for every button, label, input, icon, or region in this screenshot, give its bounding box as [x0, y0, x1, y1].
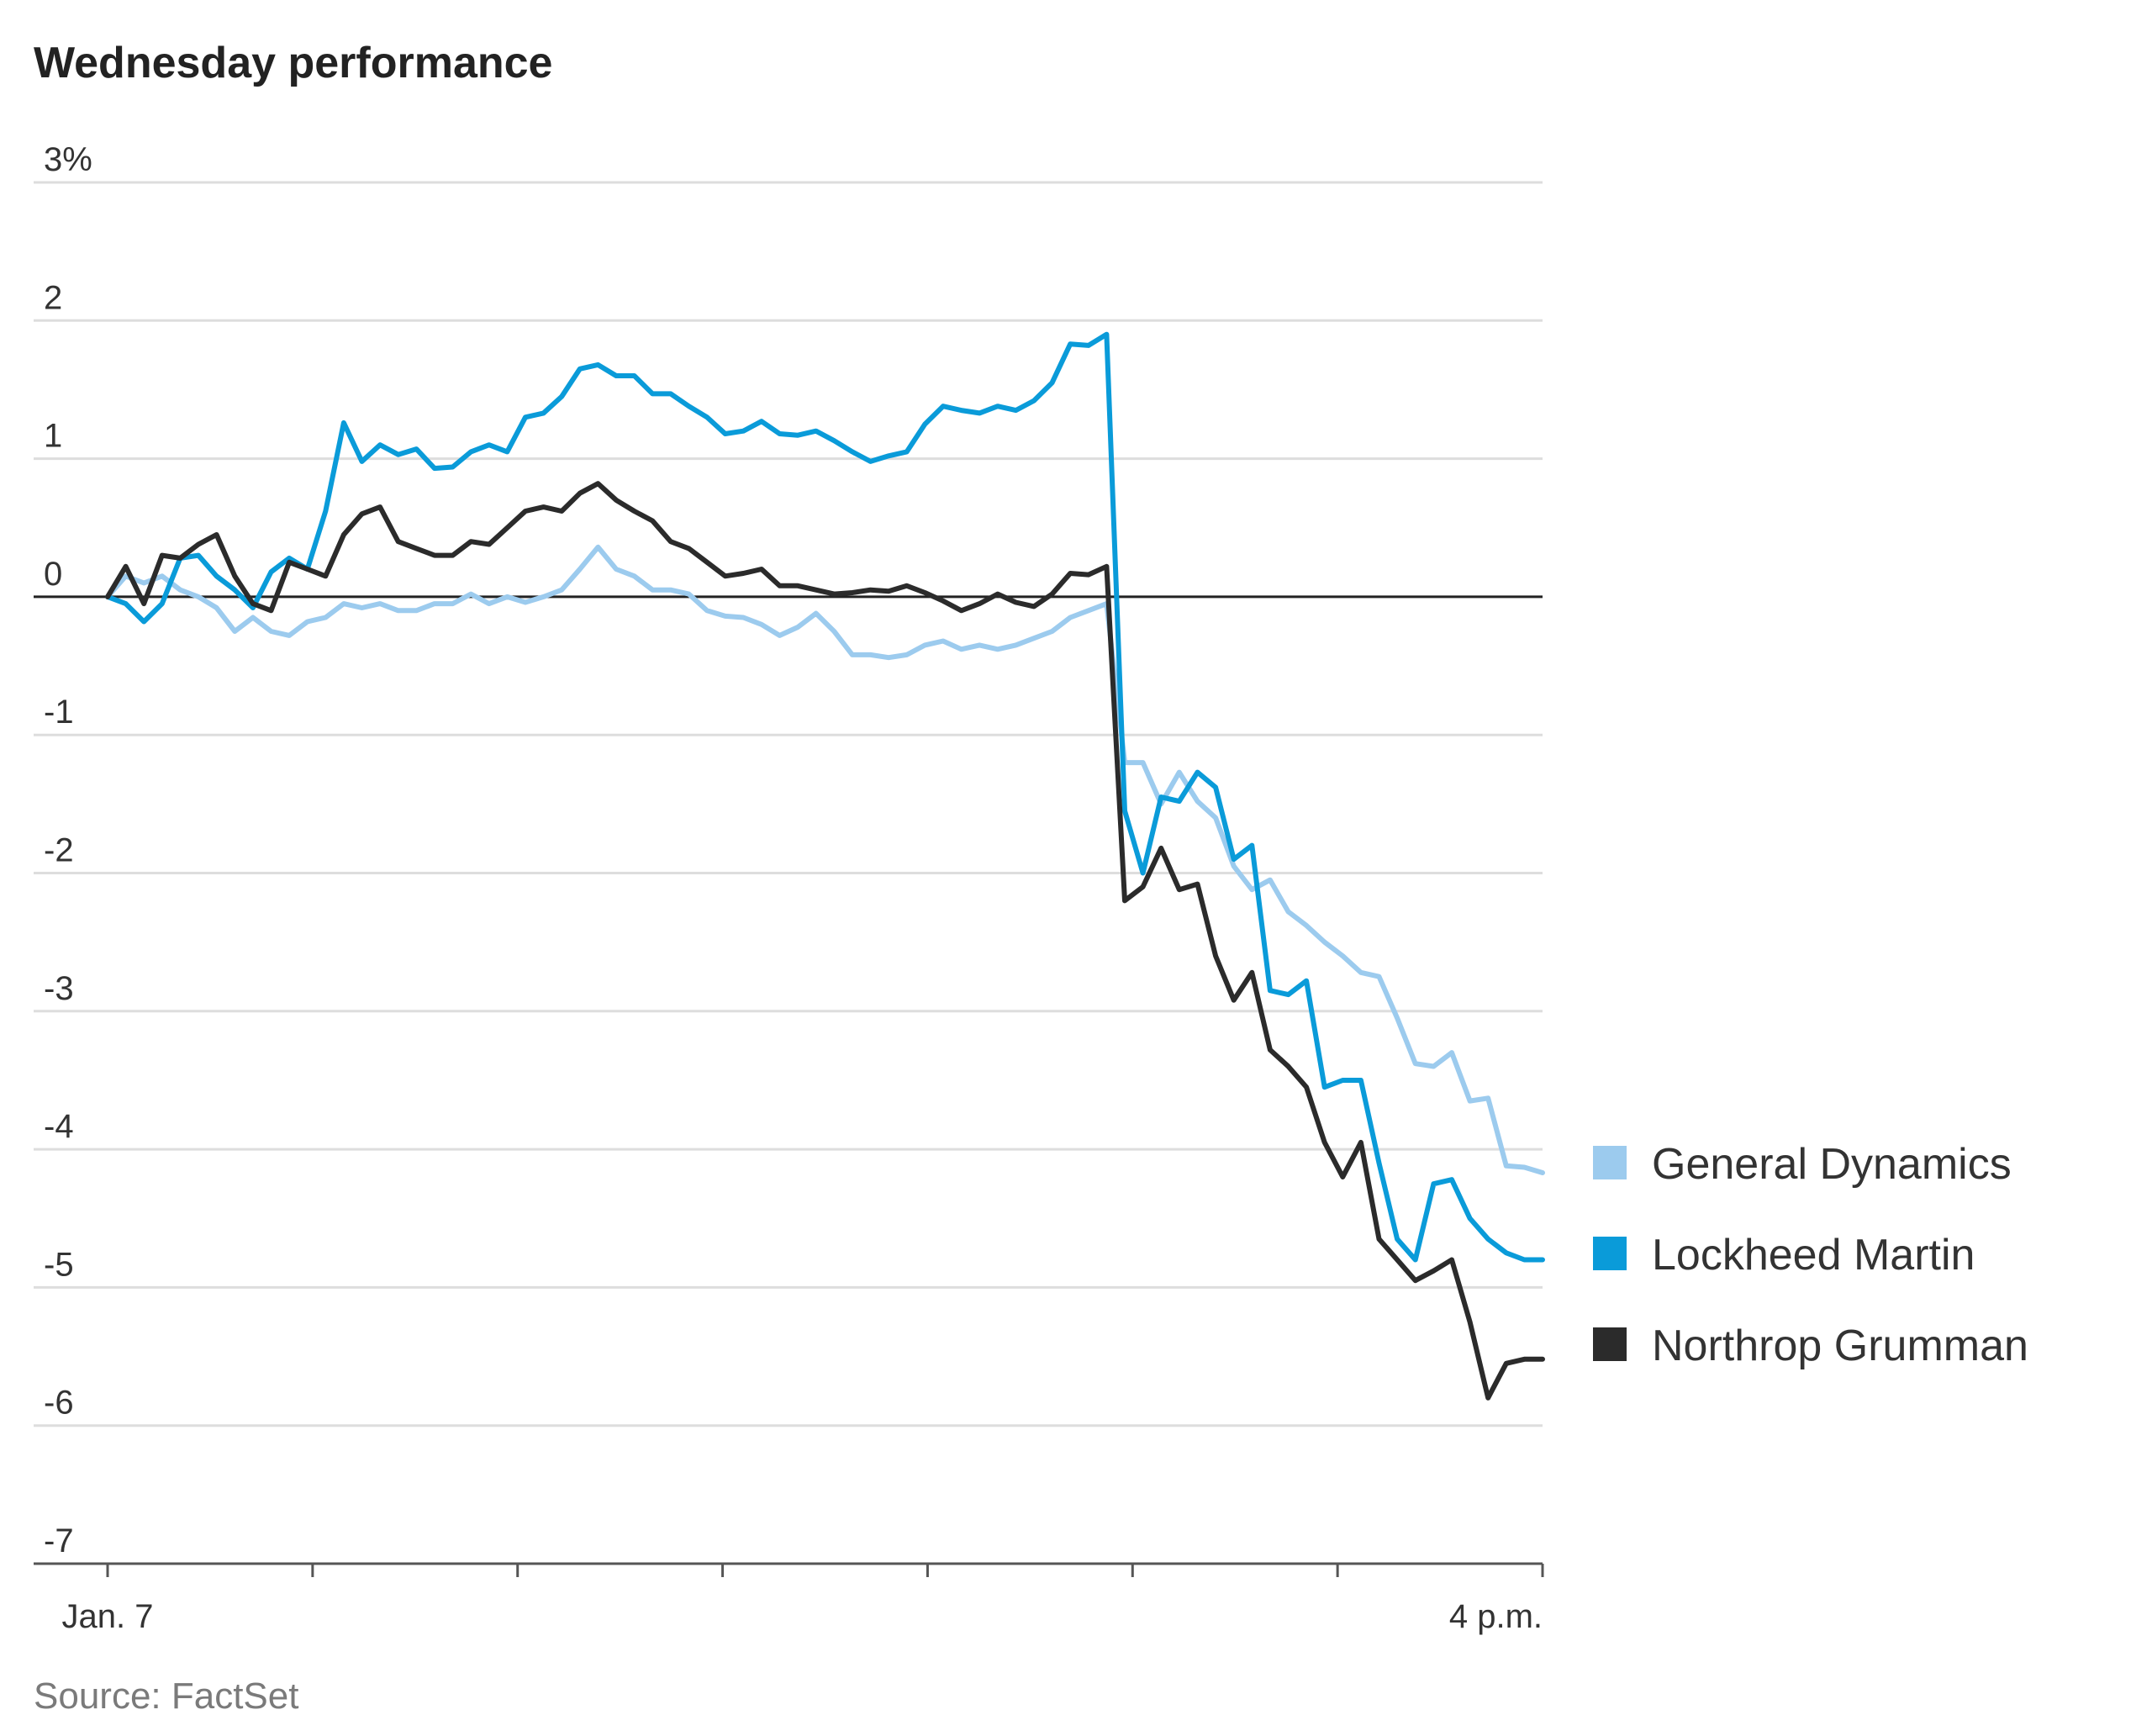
y-tick-label: 3%	[44, 141, 92, 178]
legend: General Dynamics Lockheed Martin Northrop …	[1593, 1140, 2028, 1370]
legend-swatch	[1593, 1146, 1627, 1179]
y-tick-label: -4	[44, 1108, 74, 1145]
legend-swatch	[1593, 1237, 1627, 1270]
legend-swatch	[1593, 1327, 1627, 1361]
grid-layer: 3% 2 1 0 -1 -2 -3 -4 -5 -6 -7	[34, 141, 1543, 1559]
legend-label: Northrop Grumman	[1652, 1322, 2028, 1370]
y-tick-label: -2	[44, 832, 74, 869]
x-tick-label: 4 p.m.	[1449, 1598, 1543, 1635]
y-tick-label: -5	[44, 1246, 74, 1283]
x-axis: Jan. 7 4 p.m.	[34, 1562, 1544, 1635]
y-tick-label: -3	[44, 970, 74, 1007]
y-tick-label: 0	[44, 556, 62, 593]
y-tick-label: 2	[44, 279, 62, 316]
y-tick-label: 1	[44, 418, 62, 455]
series-line-northrop-grumman	[105, 481, 1545, 1401]
series-line-general-dynamics	[105, 544, 1545, 1175]
x-tick-label: Jan. 7	[62, 1598, 154, 1635]
y-tick-label: -1	[44, 694, 74, 731]
y-tick-label: -7	[44, 1522, 74, 1559]
series-line-lockheed-martin	[105, 331, 1545, 1263]
legend-label: General Dynamics	[1652, 1140, 2012, 1189]
source-note: Source: FactSet	[34, 1675, 298, 1717]
y-tick-label: -6	[44, 1385, 74, 1422]
chart-title: Wednesday performance	[34, 39, 552, 87]
legend-label: Lockheed Martin	[1652, 1231, 1975, 1280]
series-layer	[105, 331, 1545, 1401]
